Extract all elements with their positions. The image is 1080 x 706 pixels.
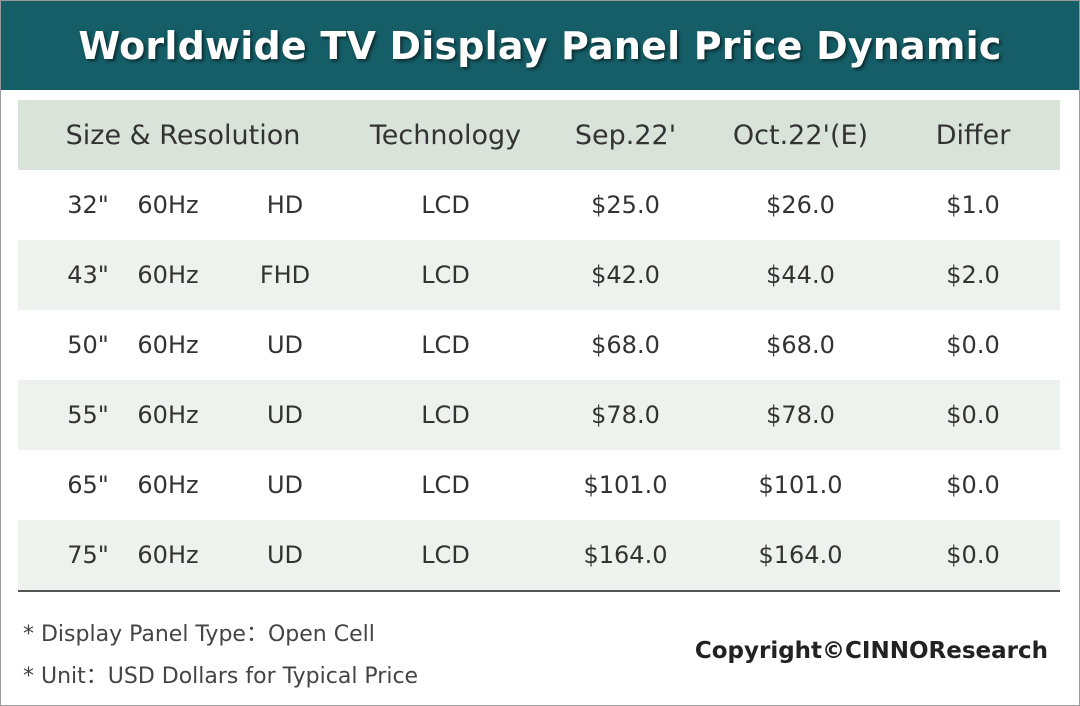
cell-resolution: UD [266, 541, 304, 569]
cell-refresh: 60Hz [137, 471, 199, 499]
title-bar: Worldwide TV Display Panel Price Dynamic [1, 1, 1079, 90]
note-panel-type: * Display Panel Type：Open Cell [23, 622, 375, 647]
cell-technology: LCD [421, 401, 470, 429]
cell-sep-price: $78.0 [591, 401, 660, 429]
cell-size: 32" [67, 191, 109, 219]
cell-size: 75" [67, 541, 109, 569]
cell-resolution: UD [266, 331, 304, 359]
cell-oct-price: $101.0 [758, 471, 843, 499]
cell-refresh: 60Hz [137, 401, 199, 429]
cell-resolution: FHD [259, 261, 311, 289]
cell-sep-price: $68.0 [591, 331, 660, 359]
cell-differ: $0.0 [946, 401, 1000, 429]
table-row: 55" 60Hz UD LCD $78.0 $78.0 $0.0 [18, 380, 1060, 450]
cell-technology: LCD [421, 541, 470, 569]
header-sep: Sep.22' [574, 119, 677, 151]
cell-technology: LCD [421, 191, 470, 219]
cell-resolution: UD [266, 471, 304, 499]
cell-sep-price: $25.0 [591, 191, 660, 219]
table-row: 65" 60Hz UD LCD $101.0 $101.0 $0.0 [18, 450, 1060, 520]
cell-differ: $2.0 [946, 261, 1000, 289]
note-unit: * Unit：USD Dollars for Typical Price [23, 664, 419, 689]
cell-refresh: 60Hz [137, 331, 199, 359]
table-row: 50" 60Hz UD LCD $68.0 $68.0 $0.0 [18, 310, 1060, 380]
cell-sep-price: $164.0 [583, 541, 668, 569]
header-differ: Differ [935, 119, 1011, 151]
cell-refresh: 60Hz [137, 261, 199, 289]
cell-oct-price: $44.0 [766, 261, 835, 289]
cell-size: 65" [67, 471, 109, 499]
header-size-resolution: Size & Resolution [65, 119, 301, 151]
cell-technology: LCD [421, 471, 470, 499]
cell-resolution: HD [266, 191, 304, 219]
cell-differ: $0.0 [946, 331, 1000, 359]
cell-size: 43" [67, 261, 109, 289]
cell-refresh: 60Hz [137, 541, 199, 569]
cell-refresh: 60Hz [137, 191, 199, 219]
cell-differ: $0.0 [946, 541, 1000, 569]
header-oct: Oct.22'(E) [732, 119, 869, 151]
cell-technology: LCD [421, 331, 470, 359]
cell-size: 55" [67, 401, 109, 429]
header-technology: Technology [369, 119, 522, 151]
cell-differ: $1.0 [946, 191, 1000, 219]
cell-technology: LCD [421, 261, 470, 289]
table-header: Size & Resolution Technology Sep.22' Oct… [18, 100, 1060, 170]
cell-resolution: UD [266, 401, 304, 429]
cell-differ: $0.0 [946, 471, 1000, 499]
cell-oct-price: $68.0 [766, 331, 835, 359]
cell-sep-price: $42.0 [591, 261, 660, 289]
price-table: Size & Resolution Technology Sep.22' Oct… [18, 100, 1060, 590]
cell-oct-price: $26.0 [766, 191, 835, 219]
table-row: 75" 60Hz UD LCD $164.0 $164.0 $0.0 [18, 520, 1060, 590]
table-body: 32" 60Hz HD LCD $25.0 $26.0 $1.0 43" 60Hz FHD LCD $… [18, 170, 1060, 590]
copyright-text: Copyright©CINNOResearch [694, 638, 1048, 664]
chart-title: Worldwide TV Display Panel Price Dynamic [78, 23, 1002, 68]
cell-oct-price: $78.0 [766, 401, 835, 429]
table-row: 32" 60Hz HD LCD $25.0 $26.0 $1.0 [18, 170, 1060, 240]
cell-oct-price: $164.0 [758, 541, 843, 569]
table-bottom-rule [18, 590, 1060, 592]
cell-size: 50" [67, 331, 109, 359]
cell-sep-price: $101.0 [583, 471, 668, 499]
table-row: 43" 60Hz FHD LCD $42.0 $44.0 $2.0 [18, 240, 1060, 310]
